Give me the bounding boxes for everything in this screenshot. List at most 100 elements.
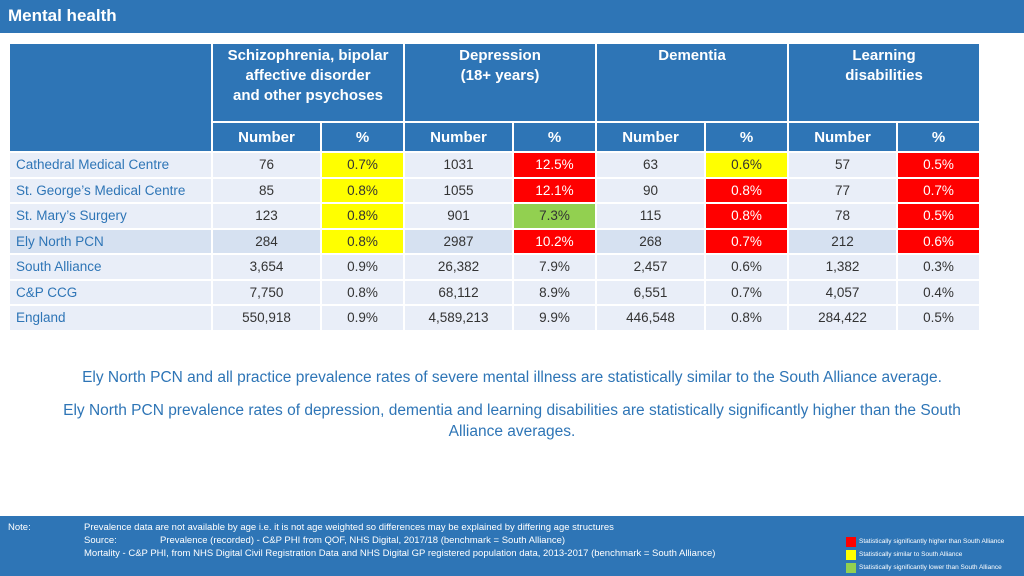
- cell-percent: 0.6%: [706, 151, 790, 177]
- group-header-schizophrenia: Schizophrenia, bipolar affective disorder…: [213, 44, 406, 121]
- cell-number: 1,382: [789, 253, 899, 279]
- header-blank-cell: [10, 44, 213, 151]
- cell-number: 2987: [405, 227, 515, 253]
- cell-number: 63: [597, 151, 707, 177]
- table-row: England 550,918 0.9% 4,589,213 9.9% 446,548 0.…: [10, 304, 982, 330]
- cell-percent: 0.7%: [706, 278, 790, 304]
- cell-percent: 0.7%: [706, 227, 790, 253]
- cell-number: 446,548: [597, 304, 707, 330]
- cell-percent: 0.9%: [322, 253, 406, 279]
- cell-percent: 0.5%: [898, 151, 982, 177]
- table-row: South Alliance 3,654 0.9% 26,382 7.9% 2,457 0.…: [10, 253, 982, 279]
- legend-swatch: [846, 550, 856, 560]
- cell-number: 77: [789, 176, 899, 202]
- cell-percent: 9.9%: [514, 304, 598, 330]
- sub-header-row: Number% Number% Number% Number%: [10, 121, 982, 151]
- cell-percent: 12.1%: [514, 176, 598, 202]
- row-label: South Alliance: [10, 253, 213, 279]
- row-label: St. George’s Medical Centre: [10, 176, 213, 202]
- legend-swatch: [846, 537, 856, 547]
- summary-message-higher: Ely North PCN prevalence rates of depres…: [63, 402, 961, 440]
- subheader-number: Number: [213, 121, 322, 151]
- cell-percent: 0.9%: [322, 304, 406, 330]
- source-label: Source:: [84, 535, 117, 546]
- table-row: C&P CCG 7,750 0.8% 68,112 8.9% 6,551 0.7% 4,057…: [10, 278, 982, 304]
- legend-label: Statistically significantly lower than S…: [859, 564, 1002, 571]
- cell-number: 76: [213, 151, 322, 177]
- cell-percent: 0.6%: [898, 227, 982, 253]
- cell-percent: 0.5%: [898, 304, 982, 330]
- cell-number: 2,457: [597, 253, 707, 279]
- legend-label: Statistically significantly higher than …: [859, 538, 1005, 545]
- subheader-percent: %: [322, 121, 406, 151]
- cell-number: 78: [789, 202, 899, 228]
- cell-percent: 0.4%: [898, 278, 982, 304]
- cell-percent: 10.2%: [514, 227, 598, 253]
- subheader-percent: %: [898, 121, 982, 151]
- group-header-row: Schizophrenia, bipolar affective disorder…: [10, 44, 982, 151]
- table-row: St. Mary’s Surgery 123 0.8% 901 7.3% 115 0.8% 7…: [10, 202, 982, 228]
- cell-number: 284,422: [789, 304, 899, 330]
- cell-percent: 0.7%: [898, 176, 982, 202]
- cell-percent: 12.5%: [514, 151, 598, 177]
- cell-number: 1031: [405, 151, 515, 177]
- group-header-learning-disabilities: Learning disabilities: [789, 44, 982, 121]
- cell-percent: 0.8%: [322, 278, 406, 304]
- cell-number: 4,589,213: [405, 304, 515, 330]
- cell-percent: 7.3%: [514, 202, 598, 228]
- cell-number: 268: [597, 227, 707, 253]
- cell-number: 85: [213, 176, 322, 202]
- mortality-text: Mortality - C&P PHI, from NHS Digital Ci…: [84, 548, 716, 559]
- cell-number: 7,750: [213, 278, 322, 304]
- cell-number: 6,551: [597, 278, 707, 304]
- legend-swatch: [846, 563, 856, 573]
- row-label: Ely North PCN: [10, 227, 213, 253]
- cell-percent: 0.6%: [706, 253, 790, 279]
- subheader-percent: %: [706, 121, 790, 151]
- subheader-number: Number: [597, 121, 707, 151]
- row-label: C&P CCG: [10, 278, 213, 304]
- cell-number: 212: [789, 227, 899, 253]
- cell-number: 3,654: [213, 253, 322, 279]
- cell-number: 1055: [405, 176, 515, 202]
- row-label: England: [10, 304, 213, 330]
- row-label: St. Mary’s Surgery: [10, 202, 213, 228]
- table-row: Ely North PCN 284 0.8% 2987 10.2% 268 0.7% 212 0…: [10, 227, 982, 253]
- source-text: Prevalence (recorded) - C&P PHI from QOF…: [160, 535, 566, 546]
- cell-percent: 0.8%: [322, 202, 406, 228]
- cell-number: 123: [213, 202, 322, 228]
- table-row: St. George’s Medical Centre 85 0.8% 1055 12.…: [10, 176, 982, 202]
- cell-number: 115: [597, 202, 707, 228]
- group-header-dementia: Dementia: [597, 44, 790, 121]
- subheader-number: Number: [405, 121, 515, 151]
- cell-percent: 0.8%: [322, 227, 406, 253]
- subheader-number: Number: [789, 121, 899, 151]
- cell-number: 901: [405, 202, 515, 228]
- source-line: Source: Prevalence (recorded) - C&P PHI f…: [84, 535, 565, 546]
- page-title: Mental health: [0, 0, 1024, 33]
- cell-percent: 0.8%: [706, 202, 790, 228]
- cell-percent: 7.9%: [514, 253, 598, 279]
- group-header-depression: Depression (18+ years): [405, 44, 598, 121]
- cell-number: 90: [597, 176, 707, 202]
- cell-percent: 0.8%: [706, 304, 790, 330]
- note-text: Prevalence data are not available by age…: [84, 522, 614, 533]
- cell-number: 26,382: [405, 253, 515, 279]
- cell-percent: 0.7%: [322, 151, 406, 177]
- cell-number: 57: [789, 151, 899, 177]
- cell-percent: 0.5%: [898, 202, 982, 228]
- cell-number: 68,112: [405, 278, 515, 304]
- subheader-percent: %: [514, 121, 598, 151]
- cell-percent: 8.9%: [514, 278, 598, 304]
- table-row: Cathedral Medical Centre 76 0.7% 1031 12.5% 6…: [10, 151, 982, 177]
- cell-number: 4,057: [789, 278, 899, 304]
- note-label: Note:: [8, 522, 31, 533]
- table-body: Cathedral Medical Centre 76 0.7% 1031 12.5% 6…: [10, 151, 982, 330]
- cell-percent: 0.8%: [322, 176, 406, 202]
- legend-label: Statistically similar to South Alliance: [859, 551, 963, 558]
- cell-percent: 0.8%: [706, 176, 790, 202]
- cell-number: 284: [213, 227, 322, 253]
- cell-number: 550,918: [213, 304, 322, 330]
- mental-health-table: Schizophrenia, bipolar affective disorder…: [10, 44, 982, 330]
- cell-percent: 0.3%: [898, 253, 982, 279]
